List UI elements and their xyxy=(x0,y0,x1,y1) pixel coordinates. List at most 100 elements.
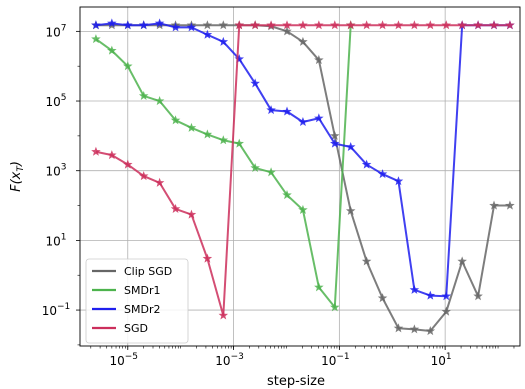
data-point-sgd xyxy=(505,20,515,30)
data-point-smdr2 xyxy=(409,284,420,294)
plot-frame xyxy=(79,6,521,347)
data-point-smdr1 xyxy=(107,45,117,55)
y-axis-label: F(xT) xyxy=(9,161,26,192)
data-point-sgd xyxy=(298,20,308,30)
legend-label-smdr1: SMDr1 xyxy=(124,284,160,297)
data-point-sgd xyxy=(473,20,483,30)
data-point-smdr2 xyxy=(202,29,213,39)
data-point-sgd xyxy=(345,20,356,30)
data-point-smdr1 xyxy=(298,204,308,214)
data-point-sgd xyxy=(393,20,404,30)
data-point-smdr1 xyxy=(138,90,149,100)
data-point-clip-sgd xyxy=(330,130,340,140)
data-point-sgd xyxy=(314,20,324,30)
data-point-sgd xyxy=(218,310,229,320)
data-point-smdr1 xyxy=(250,162,260,172)
data-point-smdr2 xyxy=(250,78,260,88)
x-tick-label: 101 xyxy=(431,352,452,368)
data-point-sgd xyxy=(186,209,197,219)
legend: Clip SGD SMDr1 SMDr2 SGD xyxy=(85,258,189,344)
data-point-clip-sgd xyxy=(298,36,308,46)
data-point-smdr1 xyxy=(154,96,165,106)
y-axis-ticks: 10−1 101 103 105 107 xyxy=(42,23,80,318)
data-point-sgd xyxy=(202,253,213,263)
data-point-smdr1 xyxy=(123,61,133,71)
data-point-clip-sgd xyxy=(282,26,292,36)
data-point-smdr2 xyxy=(345,141,356,152)
data-point-sgd xyxy=(409,20,420,30)
data-point-sgd xyxy=(250,20,260,30)
data-point-smdr2 xyxy=(123,20,133,30)
data-point-sgd xyxy=(425,20,436,30)
data-point-sgd xyxy=(441,20,452,30)
data-point-sgd xyxy=(282,20,292,30)
x-axis-ticks: 10−5 10−3 10−1 101 xyxy=(109,346,452,368)
data-point-clip-sgd xyxy=(409,324,420,334)
data-point-smdr2 xyxy=(314,113,324,123)
data-point-sgd xyxy=(123,159,133,169)
x-tick-label: 10−3 xyxy=(215,352,244,368)
x-axis-label: step-size xyxy=(267,374,325,389)
data-point-clip-sgd xyxy=(393,323,404,333)
data-point-clip-sgd xyxy=(441,306,452,316)
data-point-sgd xyxy=(154,177,165,187)
data-point-sgd xyxy=(330,20,340,30)
data-point-smdr2 xyxy=(330,138,340,148)
data-point-clip-sgd xyxy=(489,200,499,210)
data-point-smdr2 xyxy=(138,20,149,30)
data-point-sgd xyxy=(107,150,117,160)
data-point-smdr1 xyxy=(202,129,213,139)
series-smdr1 xyxy=(91,20,356,312)
data-point-smdr2 xyxy=(234,54,244,64)
data-point-smdr2 xyxy=(91,20,101,30)
data-point-sgd xyxy=(170,203,181,213)
data-point-clip-sgd xyxy=(202,20,213,30)
x-tick-label: 10−1 xyxy=(321,352,350,368)
y-tick-label: 105 xyxy=(45,93,66,109)
data-point-sgd xyxy=(266,20,276,30)
data-point-sgd xyxy=(489,20,499,30)
data-point-smdr1 xyxy=(330,302,340,312)
data-point-smdr1 xyxy=(91,34,101,44)
data-point-smdr1 xyxy=(186,122,197,132)
data-point-sgd xyxy=(234,20,244,30)
data-point-clip-sgd xyxy=(473,291,483,301)
series-smdr2 xyxy=(91,18,515,301)
data-point-clip-sgd xyxy=(377,293,388,303)
data-point-clip-sgd xyxy=(314,55,324,65)
data-point-smdr1 xyxy=(314,282,324,292)
data-point-smdr2 xyxy=(186,22,197,32)
data-point-smdr2 xyxy=(170,22,181,32)
data-point-smdr2 xyxy=(393,176,404,186)
data-point-smdr2 xyxy=(441,291,452,301)
data-point-smdr2 xyxy=(425,290,436,300)
data-point-clip-sgd xyxy=(345,205,356,215)
data-point-clip-sgd xyxy=(505,200,515,210)
data-point-smdr2 xyxy=(298,117,308,127)
series-sgd xyxy=(91,20,515,320)
data-point-sgd xyxy=(457,20,467,30)
data-point-clip-sgd xyxy=(361,256,372,266)
y-tick-label: 107 xyxy=(45,23,66,39)
data-point-clip-sgd xyxy=(218,20,229,30)
data-point-smdr1 xyxy=(218,135,229,145)
legend-label-smdr2: SMDr2 xyxy=(124,303,160,316)
data-point-clip-sgd xyxy=(425,326,436,336)
data-point-smdr1 xyxy=(266,167,276,177)
data-point-smdr1 xyxy=(234,138,244,148)
data-point-smdr2 xyxy=(107,18,117,28)
data-point-sgd xyxy=(377,20,388,30)
data-point-sgd xyxy=(361,20,372,30)
data-point-smdr2 xyxy=(154,18,165,28)
data-point-smdr2 xyxy=(361,159,372,169)
y-tick-label: 101 xyxy=(45,232,66,248)
data-point-smdr2 xyxy=(377,169,388,179)
legend-label-clip-sgd: Clip SGD xyxy=(124,265,172,278)
data-point-smdr1 xyxy=(282,190,292,200)
legend-label-sgd: SGD xyxy=(124,322,148,335)
data-point-smdr2 xyxy=(266,105,276,115)
series-layer xyxy=(91,18,515,336)
data-point-sgd xyxy=(91,146,101,156)
legend-box xyxy=(85,258,189,344)
